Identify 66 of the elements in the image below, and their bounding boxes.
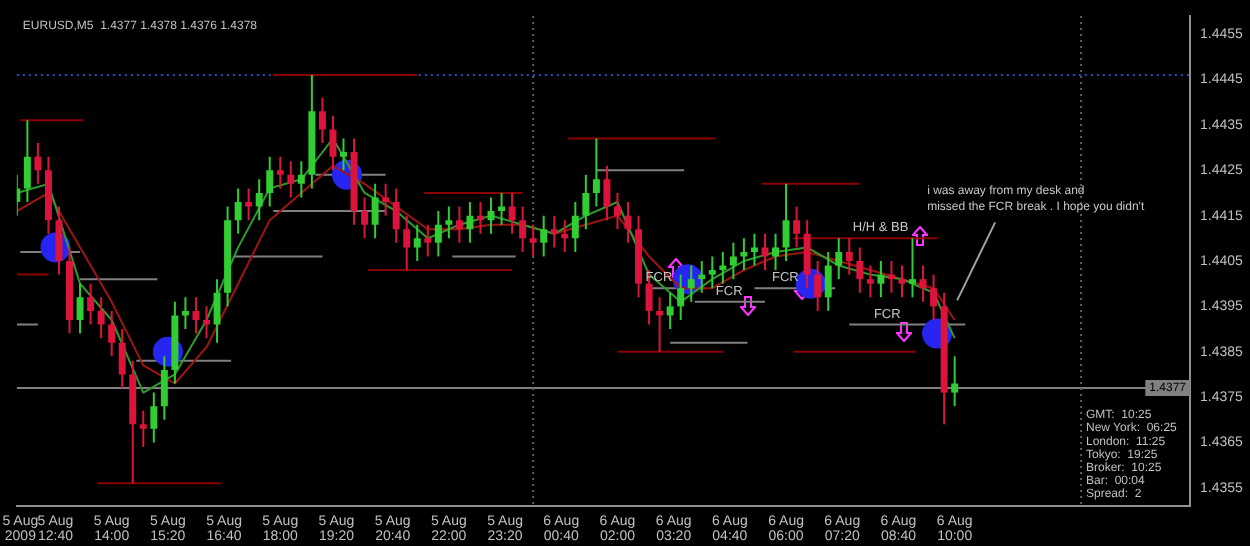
- candlestick: [213, 278, 221, 344]
- candlestick: [951, 355, 959, 408]
- candlestick: [613, 191, 621, 231]
- candlestick: [392, 187, 400, 244]
- candlestick: [603, 164, 611, 222]
- candlestick: [97, 296, 105, 340]
- candlestick: [845, 237, 853, 276]
- candlestick: [203, 305, 210, 340]
- candlestick: [540, 214, 548, 258]
- candlestick: [582, 173, 590, 231]
- candlestick: [803, 219, 811, 290]
- candlestick: [108, 309, 116, 358]
- candlestick: [729, 241, 737, 281]
- candlestick: [835, 237, 843, 281]
- candlestick: [255, 178, 263, 222]
- candlestick: [34, 142, 42, 185]
- candlestick: [550, 214, 558, 249]
- candlestick: [466, 201, 474, 244]
- candlestick: [772, 232, 779, 272]
- candlestick: [866, 264, 874, 299]
- candlestick: [750, 232, 758, 267]
- candlestick: [909, 237, 916, 299]
- candlestick: [824, 250, 832, 312]
- candlestick: [666, 291, 674, 331]
- candlestick: [76, 282, 84, 335]
- candlestick: [245, 187, 253, 222]
- candlestick: [455, 205, 463, 244]
- candlestick: [266, 155, 274, 208]
- candlestick: [371, 182, 379, 240]
- candlestick: [23, 119, 31, 204]
- candlestick: [318, 96, 326, 145]
- candlestick: [898, 264, 906, 299]
- candlestick: [276, 155, 284, 190]
- candlestick: [930, 273, 938, 321]
- candlestick: [677, 273, 685, 321]
- candlestick: [329, 114, 337, 172]
- candlestick: [708, 255, 716, 290]
- candlestick: [519, 205, 527, 253]
- candlestick: [814, 260, 822, 312]
- candlestick: [160, 355, 168, 421]
- candlestick: [877, 260, 885, 299]
- candlestick: [192, 296, 200, 335]
- candlestick: [856, 246, 864, 294]
- candlestick: [361, 196, 369, 240]
- candlestick: [413, 223, 421, 262]
- candlestick: [434, 210, 442, 258]
- candlestick: [340, 137, 347, 172]
- candlestick: [445, 205, 453, 240]
- candlestick: [571, 201, 579, 253]
- candlestick: [793, 205, 801, 249]
- candlestick: [508, 191, 516, 235]
- candlestick: [592, 137, 600, 208]
- candlestick: [919, 264, 927, 303]
- candlestick: [529, 223, 537, 258]
- candlestick: [150, 391, 158, 444]
- candlestick: [297, 160, 305, 199]
- candlestick: [424, 223, 432, 258]
- candlestick: [382, 182, 390, 217]
- candlestick: [287, 160, 295, 199]
- candlestick: [234, 187, 242, 235]
- candlestick: [139, 409, 147, 449]
- candlestick: [87, 282, 95, 326]
- candlestick: [118, 328, 126, 390]
- candlestick: [782, 182, 790, 262]
- candlestick: [687, 264, 695, 303]
- candlestick: [403, 214, 411, 272]
